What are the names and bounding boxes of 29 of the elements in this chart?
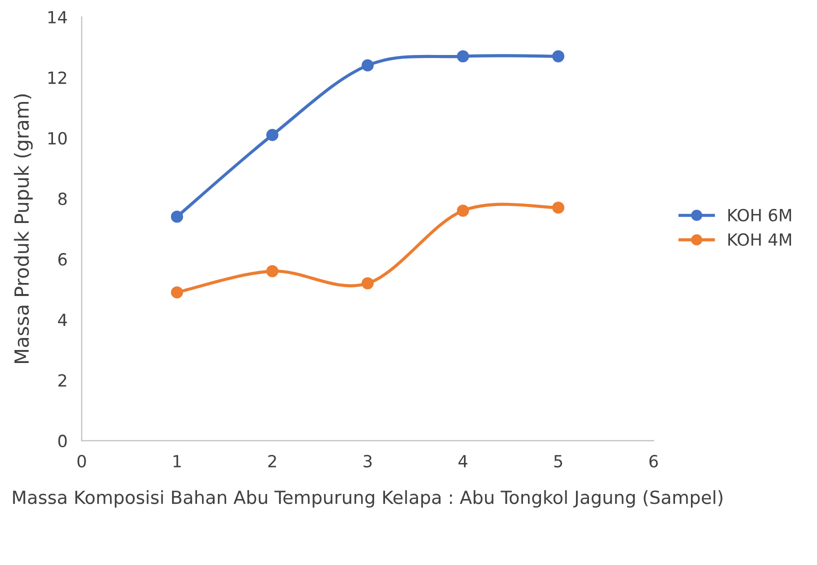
legend-label: KOH 4M bbox=[728, 233, 792, 246]
point bbox=[362, 277, 374, 290]
y-tick-label: 2 bbox=[58, 374, 66, 386]
x-tick-label: 0 bbox=[77, 454, 86, 468]
point bbox=[362, 59, 374, 72]
point bbox=[266, 265, 278, 278]
y-tick-label: 8 bbox=[58, 192, 67, 206]
y-axis-title: Massa Produk Pupuk (gram) bbox=[14, 94, 33, 363]
y-tick-label: 4 bbox=[58, 314, 67, 326]
point bbox=[170, 286, 184, 298]
point bbox=[552, 50, 564, 62]
point bbox=[456, 50, 470, 62]
y-tick-label: 10 bbox=[48, 132, 67, 145]
x-tick-label: 2 bbox=[268, 454, 276, 468]
x-tick-label: 6 bbox=[649, 454, 658, 468]
x-tick-label: 3 bbox=[364, 454, 372, 468]
y-tick-label: 0 bbox=[58, 434, 67, 448]
x-axis-title: Massa Komposisi Bahan Abu Tempurung Kelapa : Abu Tongkol Jagung (Sampel) bbox=[13, 490, 722, 508]
y-tick-label: 14 bbox=[48, 11, 67, 24]
y-tick-label: 6 bbox=[58, 253, 67, 266]
legend-label: KOH 6M bbox=[728, 208, 792, 222]
point bbox=[266, 128, 278, 142]
y-tick-label: 12 bbox=[48, 71, 66, 84]
x-tick-label: 5 bbox=[554, 455, 562, 468]
x-tick-label: 1 bbox=[174, 455, 181, 468]
x-tick-label: 4 bbox=[458, 455, 468, 468]
point bbox=[456, 204, 470, 217]
point bbox=[552, 202, 564, 214]
point bbox=[170, 210, 184, 223]
